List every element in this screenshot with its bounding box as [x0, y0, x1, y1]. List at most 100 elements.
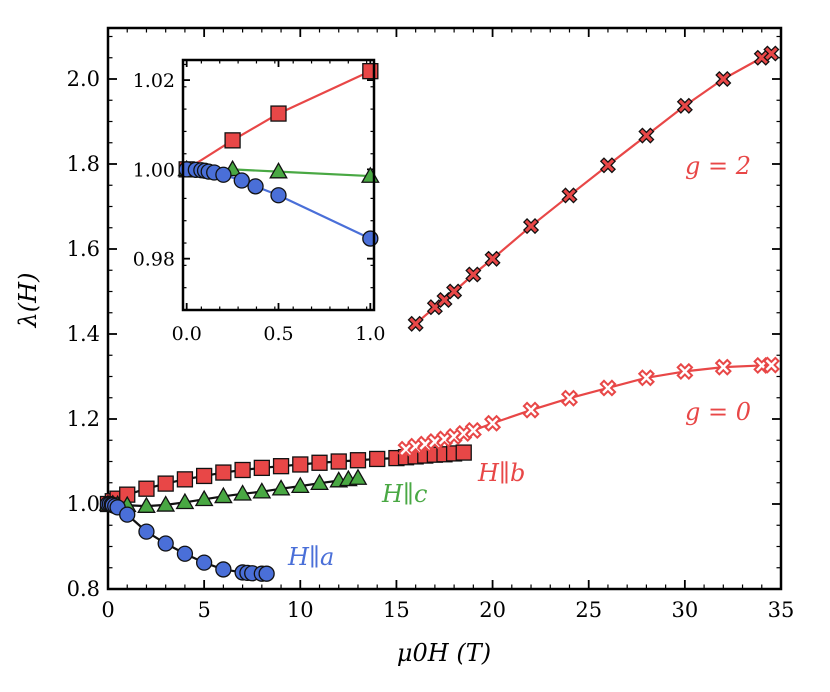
point-g-2 — [465, 266, 482, 283]
inset-y-tick-label: 1.02 — [133, 70, 175, 92]
point-g-0 — [637, 369, 655, 387]
point-h-b — [455, 444, 472, 461]
point-h-c — [290, 476, 310, 493]
inset-plot-background — [183, 60, 374, 310]
y-tick-label: 1.2 — [67, 407, 100, 431]
annotation-g2: g = 2 — [685, 152, 751, 180]
series-h-a — [99, 495, 275, 582]
main-series — [98, 45, 780, 582]
inset-series-line-h-b — [186, 70, 371, 171]
point-h-a — [138, 523, 155, 540]
point-h-b — [330, 453, 347, 470]
point-h-b — [349, 452, 367, 469]
point-h-c — [271, 479, 291, 496]
point-h-c — [194, 489, 214, 507]
annotation-ha: H∥a — [287, 543, 334, 571]
point-h-b — [253, 459, 270, 477]
inset-point-h-a — [247, 178, 264, 195]
point-h-b — [215, 464, 232, 481]
x-tick-label: 35 — [768, 598, 795, 622]
point-h-c — [252, 482, 272, 499]
point-g-0 — [522, 401, 540, 419]
inset-point-h-a — [362, 230, 379, 247]
x-tick-label: 20 — [479, 598, 506, 622]
x-tick-label: 5 — [197, 598, 210, 622]
series-g-2 — [407, 45, 780, 332]
point-h-c — [348, 468, 368, 485]
point-h-b — [292, 456, 309, 473]
inset-point-h-b — [224, 132, 241, 149]
point-g-0 — [714, 358, 732, 376]
y-tick-label: 2.0 — [67, 67, 100, 91]
point-h-c — [214, 486, 233, 504]
point-g-0 — [762, 356, 780, 374]
x-tick-label: 10 — [287, 598, 314, 622]
series-g-0 — [397, 356, 780, 458]
x-axis-title: μ0H (T) — [397, 639, 491, 667]
y-tick-label: 1.8 — [67, 152, 100, 176]
x-tick-label: 30 — [671, 598, 698, 622]
point-h-a — [258, 565, 275, 582]
main-tick-labels: 0 5 10 15 20 25 30 35 0.8 1.0 1.2 1.4 1.6 1.8 2.0 — [67, 67, 795, 622]
inset-point-h-b — [270, 105, 287, 122]
point-h-a — [176, 545, 194, 562]
inset-x-tick-label: 0.5 — [263, 323, 293, 345]
y-tick-label: 0.8 — [67, 577, 100, 601]
inset-point-h-b — [362, 63, 379, 80]
point-h-a — [119, 506, 136, 523]
point-g-2 — [561, 187, 578, 204]
point-g-0 — [599, 379, 617, 397]
inset-y-tick-label: 0.98 — [133, 249, 175, 271]
point-h-b — [176, 471, 194, 488]
point-h-c — [175, 492, 195, 510]
inset-point-h-a — [233, 172, 250, 189]
point-g-2 — [676, 97, 693, 114]
point-g-2 — [522, 218, 540, 235]
x-tick-label: 15 — [383, 598, 410, 622]
y-axis-title: λ(H) — [14, 273, 42, 329]
point-h-b — [272, 458, 290, 475]
inset-series-h-a — [178, 161, 379, 247]
point-h-c — [137, 496, 156, 513]
point-h-b — [138, 480, 155, 497]
y-tick-label: 1.0 — [67, 492, 100, 516]
inset-x-tick-label: 1.0 — [355, 323, 385, 345]
inset-point-h-c — [269, 162, 288, 179]
inset-y-tick-label: 1.00 — [133, 159, 175, 181]
x-tick-label: 0 — [101, 598, 114, 622]
inset-x-tick-label: 0.0 — [172, 323, 202, 345]
point-h-b — [234, 461, 251, 479]
x-tick-label: 25 — [575, 598, 602, 622]
y-tick-label: 1.6 — [67, 237, 100, 261]
annotation-hc: H∥c — [381, 480, 427, 508]
point-g-0 — [484, 414, 502, 432]
inset-point-h-a — [270, 187, 287, 204]
point-g-2 — [446, 283, 463, 300]
y-tick-label: 1.4 — [67, 322, 100, 346]
point-g-2 — [407, 315, 424, 332]
point-h-a — [195, 554, 213, 571]
point-g-2 — [484, 250, 501, 267]
point-h-c — [156, 495, 176, 512]
point-h-b — [311, 454, 328, 471]
annotation-hb: H∥b — [477, 459, 525, 487]
point-g-2 — [599, 157, 616, 174]
point-g-2 — [638, 127, 655, 144]
point-g-0 — [464, 421, 482, 440]
inset-plot-frame — [181, 58, 376, 312]
inset-tick-labels: 0.0 0.5 1.0 0.98 1.00 1.02 — [133, 70, 386, 345]
point-g-0 — [560, 389, 579, 407]
point-h-c — [310, 473, 329, 491]
main-axis-ticks — [107, 28, 782, 590]
point-g-2 — [763, 45, 780, 62]
point-h-c — [233, 484, 252, 501]
point-h-b — [157, 475, 174, 492]
main-plot-frame — [106, 26, 783, 591]
point-g-0 — [676, 362, 694, 380]
point-h-a — [157, 535, 174, 552]
point-h-a — [215, 561, 232, 578]
point-h-b — [195, 467, 213, 485]
point-h-b — [369, 450, 386, 468]
point-g-2 — [715, 70, 732, 88]
